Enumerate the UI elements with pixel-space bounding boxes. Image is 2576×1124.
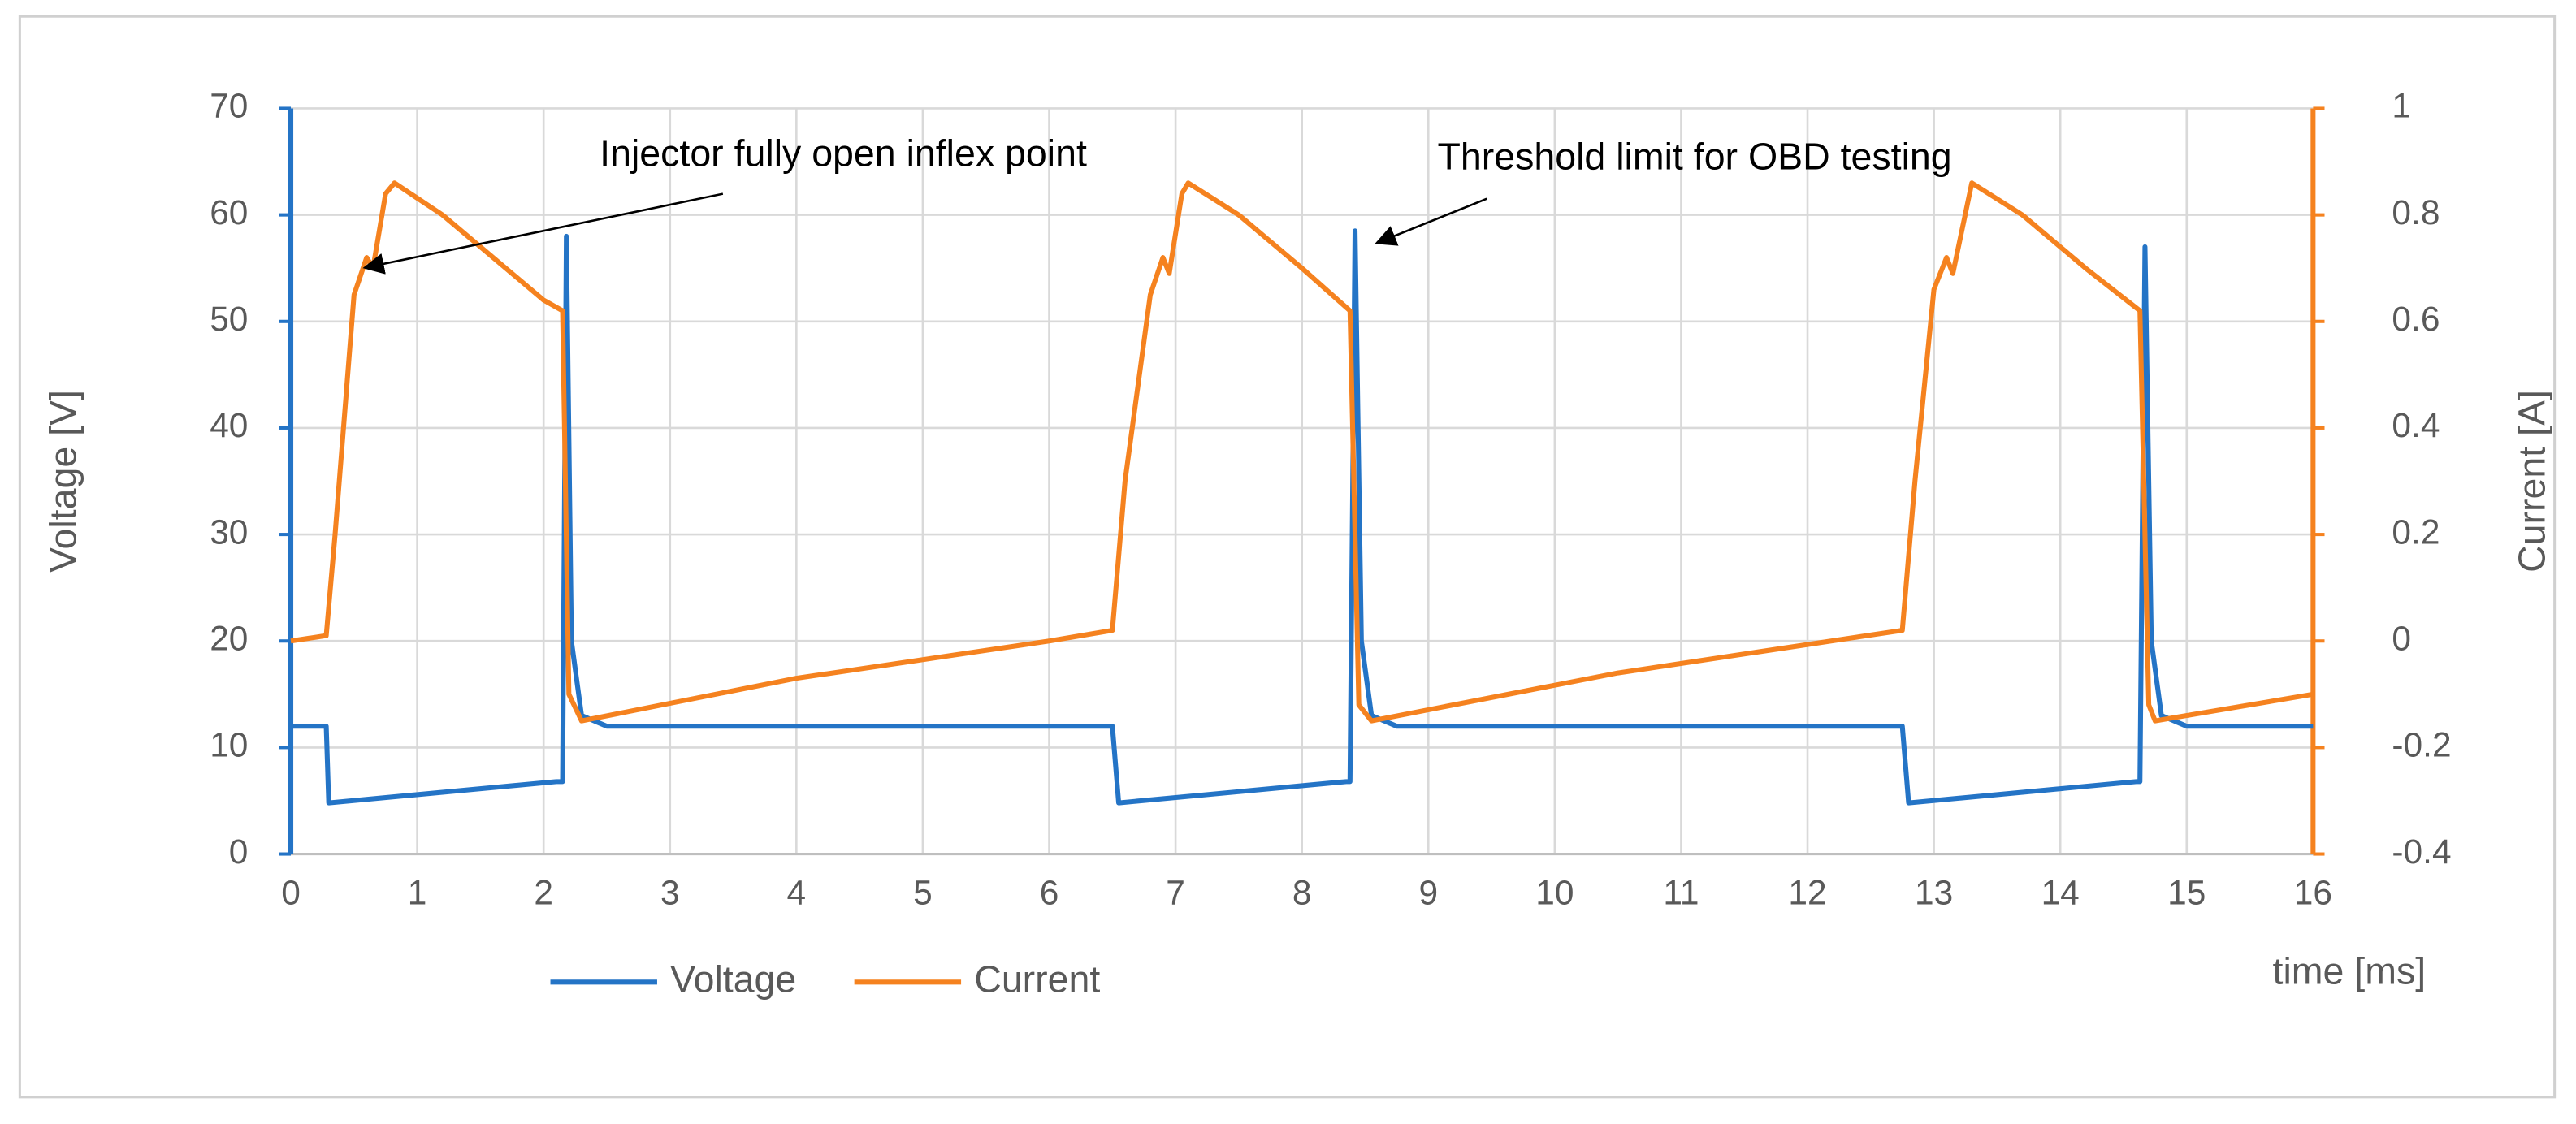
x-tick-label: 4 — [787, 873, 807, 911]
x-axis-label: time [ms] — [2273, 949, 2427, 992]
y2-tick-label: 0.6 — [2392, 300, 2440, 338]
x-tick-label: 16 — [2294, 873, 2332, 911]
x-tick-label: 3 — [660, 873, 680, 911]
y2-tick-label: -0.2 — [2392, 726, 2451, 764]
x-tick-label: 11 — [1663, 873, 1699, 911]
x-tick-label: 2 — [534, 873, 553, 911]
annotation-arrow — [362, 192, 724, 275]
y2-tick-label: 0.4 — [2392, 406, 2440, 444]
x-tick-label: 6 — [1040, 873, 1059, 911]
legend-label: Current — [974, 958, 1100, 1001]
y2-tick-label: 0.8 — [2392, 193, 2440, 231]
y2-tick-label: 0.2 — [2392, 512, 2440, 551]
x-tick-label: 15 — [2167, 873, 2206, 911]
x-tick-label: 10 — [1535, 873, 1574, 911]
legend-label: Voltage — [670, 958, 796, 1001]
y2-axis-label: Current [A] — [2511, 390, 2553, 573]
x-tick-label: 13 — [1915, 873, 1953, 911]
x-tick-label: 9 — [1418, 873, 1438, 911]
x-tick-label: 1 — [408, 873, 427, 911]
annotation-arrow — [1375, 197, 1487, 246]
chart-frame — [18, 15, 2557, 1099]
x-tick-label: 14 — [2041, 873, 2080, 911]
y-tick-label: 50 — [210, 300, 248, 338]
y-tick-label: 20 — [210, 619, 248, 657]
series-line — [290, 180, 2314, 724]
y-tick-label: 10 — [210, 726, 248, 764]
y-tick-label: 30 — [210, 512, 248, 551]
y2-tick-label: 1 — [2392, 87, 2411, 125]
y-tick-label: 70 — [210, 87, 248, 125]
y-tick-label: 40 — [210, 406, 248, 444]
annotation: Injector fully open inflex point — [600, 132, 1087, 174]
x-tick-label: 7 — [1166, 873, 1185, 911]
y2-tick-label: -0.4 — [2392, 832, 2451, 871]
x-tick-label: 8 — [1292, 873, 1312, 911]
y-axis-label: Voltage [V] — [41, 390, 84, 573]
x-tick-label: 5 — [913, 873, 933, 911]
annotation: Threshold limit for OBD testing — [1438, 135, 1952, 177]
y2-tick-label: 0 — [2392, 619, 2411, 657]
x-tick-label: 12 — [1788, 873, 1826, 911]
y-tick-label: 60 — [210, 193, 248, 231]
y-tick-label: 0 — [229, 832, 249, 871]
x-tick-label: 0 — [281, 873, 301, 911]
